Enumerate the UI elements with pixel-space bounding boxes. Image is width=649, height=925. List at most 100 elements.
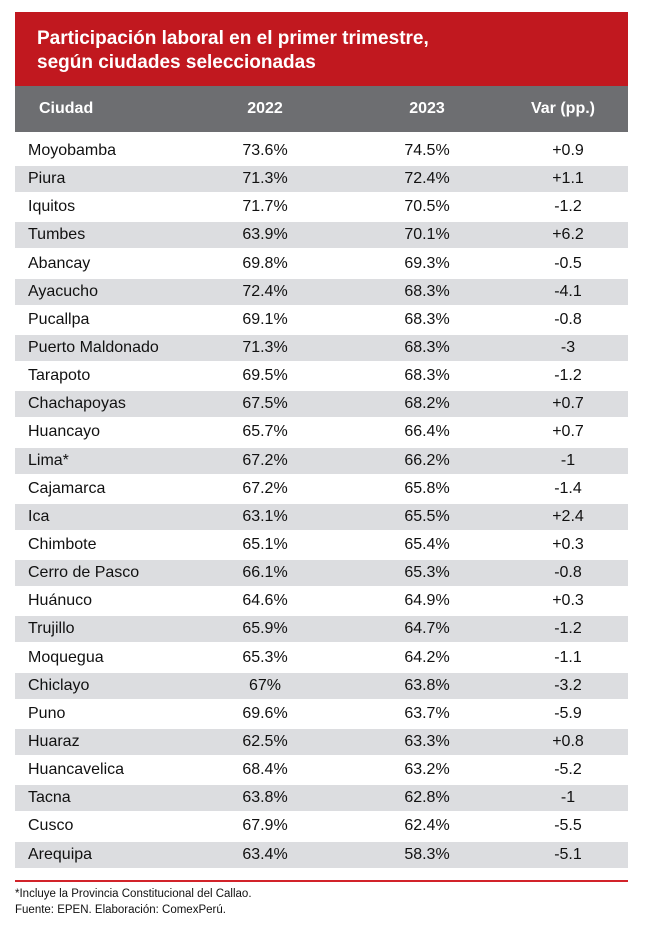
- value-2023-cell: 62.4%: [404, 817, 450, 835]
- value-2022-cell: 65.3%: [242, 648, 288, 666]
- variation-cell: +0.9: [552, 142, 584, 159]
- variation-cell: +0.3: [552, 592, 584, 610]
- city-cell: Tarapoto: [28, 367, 91, 385]
- variation-cell: -0.5: [554, 254, 582, 272]
- table-row: Chachapoyas 67.5% 68.2% +0.7: [15, 391, 628, 418]
- table-row: Chimbote 65.1% 65.4% +0.3: [15, 531, 628, 559]
- table-row: Huaraz 62.5% 63.3% +0.8: [15, 728, 628, 755]
- value-2022-cell: 71.7%: [242, 198, 288, 216]
- variation-cell: -1: [560, 451, 576, 469]
- variation-cell: -3.2: [554, 676, 582, 694]
- city-cell: Chachapoyas: [28, 395, 126, 413]
- table-header: Ciudad 2022 2023 Var (pp.): [15, 86, 628, 132]
- city-cell: Puerto Maldonado: [28, 338, 159, 356]
- variation-cell: +0.7: [552, 395, 584, 413]
- city-cell: Huancayo: [28, 423, 101, 441]
- table-row: Moyobamba 73.6% 74.5% +0.9: [15, 137, 628, 165]
- header-ciudad: Ciudad: [39, 100, 94, 117]
- value-2023-cell: 64.2%: [404, 648, 450, 666]
- city-cell: Huaraz: [28, 732, 80, 750]
- variation-cell: -5.1: [554, 845, 582, 863]
- value-2023-cell: 68.3%: [404, 367, 450, 385]
- header-2023: 2023: [409, 100, 445, 117]
- value-2023-cell: 68.3%: [404, 310, 450, 328]
- value-2022-cell: 67%: [248, 676, 282, 694]
- value-2022-cell: 67.2%: [242, 451, 288, 469]
- table-row: Pucallpa 69.1% 68.3% -0.8: [15, 306, 628, 334]
- value-2023-cell: 66.4%: [404, 423, 450, 441]
- value-2022-cell: 67.9%: [242, 817, 288, 835]
- value-2023-cell: 62.8%: [404, 789, 450, 807]
- table-row: Cajamarca 67.2% 65.8% -1.4: [15, 475, 628, 503]
- value-2023-cell: 64.9%: [404, 592, 450, 610]
- value-2023-cell: 65.5%: [404, 507, 450, 525]
- title-line-2: según ciudades seleccionadas: [37, 52, 316, 73]
- variation-cell: -1.4: [554, 479, 582, 497]
- value-2022-cell: 69.6%: [242, 704, 288, 722]
- value-2022-cell: 66.1%: [242, 564, 288, 582]
- value-2022-cell: 71.3%: [242, 338, 288, 356]
- city-cell: Piura: [28, 170, 66, 188]
- variation-cell: +6.2: [552, 226, 584, 244]
- table-row: Ica 63.1% 65.5% +2.4: [15, 503, 628, 530]
- value-2023-cell: 64.7%: [404, 620, 450, 638]
- table-row: Huánuco 64.6% 64.9% +0.3: [15, 587, 628, 615]
- table-row: Trujillo 65.9% 64.7% -1.2: [15, 616, 628, 643]
- city-cell: Chimbote: [28, 535, 97, 553]
- table-row: Cerro de Pasco 66.1% 65.3% -0.8: [15, 560, 628, 587]
- variation-cell: +0.7: [552, 423, 584, 441]
- table-row: Iquitos 71.7% 70.5% -1.2: [15, 193, 628, 221]
- value-2022-cell: 63.9%: [242, 226, 288, 244]
- header-2022: 2022: [247, 100, 283, 117]
- table-row: Tumbes 63.9% 70.1% +6.2: [15, 222, 628, 249]
- table-row: Puno 69.6% 63.7% -5.9: [15, 700, 628, 728]
- city-cell: Abancay: [28, 254, 91, 272]
- city-cell: Moquegua: [28, 648, 104, 666]
- city-cell: Chiclayo: [28, 676, 90, 694]
- table-body: Moyobamba 73.6% 74.5% +0.9 Piura 71.3% 72.4% +1…: [15, 137, 628, 869]
- value-2023-cell: 68.3%: [404, 338, 450, 356]
- value-2022-cell: 63.1%: [242, 507, 288, 525]
- city-cell: Cerro de Pasco: [28, 564, 140, 582]
- city-cell: Lima*: [28, 451, 69, 469]
- city-cell: Huánuco: [28, 592, 93, 610]
- variation-cell: -1.2: [554, 198, 582, 216]
- value-2022-cell: 65.7%: [242, 423, 288, 441]
- variation-cell: -0.8: [554, 310, 582, 328]
- city-cell: Trujillo: [28, 620, 75, 638]
- city-cell: Cusco: [28, 817, 74, 835]
- city-cell: Ayacucho: [28, 282, 98, 300]
- variation-cell: -1.2: [554, 620, 582, 638]
- value-2023-cell: 65.8%: [404, 479, 450, 497]
- table-row: Tarapoto 69.5% 68.3% -1.2: [15, 362, 628, 390]
- value-2023-cell: 58.3%: [404, 845, 450, 863]
- value-2022-cell: 69.1%: [242, 310, 288, 328]
- table-row: Ayacucho 72.4% 68.3% -4.1: [15, 278, 628, 305]
- value-2022-cell: 69.8%: [242, 254, 288, 272]
- value-2023-cell: 70.5%: [404, 198, 450, 216]
- table-row: Huancayo 65.7% 66.4% +0.7: [15, 418, 628, 446]
- variation-cell: -1.2: [554, 367, 582, 385]
- table-row: Piura 71.3% 72.4% +1.1: [15, 166, 628, 193]
- variation-cell: +0.8: [552, 732, 584, 750]
- value-2022-cell: 68.4%: [242, 761, 288, 779]
- table-title: Participación laboral en el primer trime…: [15, 12, 628, 86]
- city-cell: Huancavelica: [28, 761, 125, 779]
- city-cell: Tacna: [28, 789, 71, 807]
- value-2023-cell: 66.2%: [404, 451, 450, 469]
- variation-cell: +2.4: [552, 507, 584, 525]
- city-cell: Ica: [28, 507, 50, 525]
- value-2023-cell: 63.8%: [404, 676, 450, 694]
- value-2022-cell: 72.4%: [242, 282, 288, 300]
- city-cell: Cajamarca: [28, 479, 106, 497]
- variation-cell: +1.1: [552, 170, 584, 188]
- variation-cell: -5.9: [554, 704, 582, 722]
- header-var: Var (pp.): [530, 100, 595, 117]
- table-row: Abancay 69.8% 69.3% -0.5: [15, 250, 628, 278]
- city-cell: Arequipa: [28, 845, 93, 863]
- table-row: Arequipa 63.4% 58.3% -5.1: [15, 841, 628, 868]
- variation-cell: -3: [560, 338, 576, 356]
- value-2022-cell: 67.5%: [242, 395, 288, 413]
- value-2023-cell: 65.3%: [404, 564, 450, 582]
- value-2023-cell: 63.3%: [404, 732, 450, 750]
